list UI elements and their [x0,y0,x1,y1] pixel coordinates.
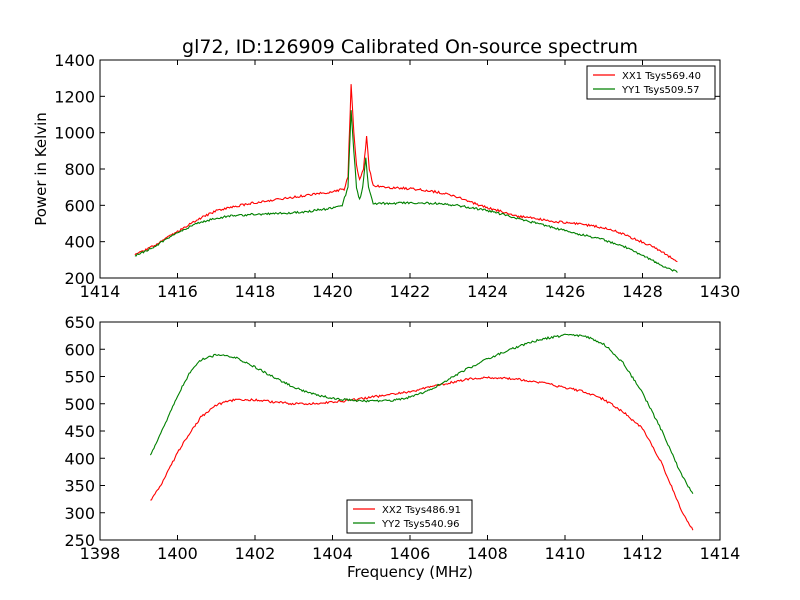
x-tick-label-0-4: 1422 [390,282,431,301]
series-line-0-0 [134,84,678,263]
y-tick-label-1-7: 600 [64,340,95,359]
x-tick-label-0-8: 1430 [700,282,741,301]
legend-label-1-0: XX2 Tsys486.91 [382,505,461,516]
x-tick-label-1-1: 1400 [157,544,198,563]
x-tick-label-0-5: 1424 [467,282,508,301]
x-tick-label-0-6: 1426 [545,282,586,301]
x-tick-label-0-2: 1418 [235,282,276,301]
x-tick-label-0-0: 1414 [80,282,121,301]
x-axis-label: Frequency (MHz) [347,563,473,581]
y-tick-label-1-4: 450 [64,422,95,441]
y-tick-label-0-6: 1400 [54,51,95,70]
x-tick-label-0-1: 1416 [157,282,198,301]
y-tick-label-0-2: 600 [64,196,95,215]
y-tick-label-0-4: 1000 [54,124,95,143]
series-line-1-0 [150,376,694,531]
bottom-spectrum-panel: 1398 1400 1402 1404 1406 1408 1410 1412 1414 250 3… [64,313,740,563]
top-y-axis-label: Power in Kelvin [32,112,50,226]
chart-title: gl72, ID:126909 Calibrated On-source spe… [182,36,638,58]
y-tick-label-0-1: 400 [64,233,95,252]
x-tick-label-1-6: 1410 [545,544,586,563]
x-tick-label-1-5: 1408 [467,544,508,563]
y-tick-label-1-0: 250 [64,531,95,550]
y-tick-label-0-0: 200 [64,269,95,288]
y-tick-label-1-2: 350 [64,477,95,496]
x-tick-label-0-3: 1420 [312,282,353,301]
legend-1: XX2 Tsys486.91 YY2 Tsys540.96 [346,499,473,534]
x-tick-label-1-7: 1412 [622,544,663,563]
x-tick-label-1-8: 1414 [700,544,741,563]
legend-box-0 [586,65,716,100]
legend-label-0-1: YY1 Tsys509.57 [621,85,700,96]
x-tick-label-1-3: 1404 [312,544,353,563]
x-tick-label-1-2: 1402 [235,544,276,563]
y-tick-label-1-6: 550 [64,368,95,387]
y-tick-label-1-3: 400 [64,449,95,468]
legend-0: XX1 Tsys569.40 YY1 Tsys509.57 [586,65,716,100]
legend-box-1 [346,499,473,534]
top-spectrum-panel: 1414 1416 1418 1420 1422 1424 1426 1428 1430 200 4… [54,51,740,301]
y-tick-label-1-8: 650 [64,313,95,332]
x-tick-label-0-7: 1428 [622,282,663,301]
series-line-1-1 [149,333,694,494]
x-tick-label-1-0: 1398 [80,544,121,563]
y-tick-label-1-1: 300 [64,504,95,523]
series-line-0-1 [134,110,678,273]
y-tick-label-1-5: 500 [64,395,95,414]
legend-label-0-0: XX1 Tsys569.40 [622,71,701,82]
y-tick-label-0-3: 800 [64,160,95,179]
x-tick-label-1-4: 1406 [390,544,431,563]
legend-label-1-1: YY2 Tsys540.96 [381,519,460,530]
y-tick-label-0-5: 1200 [54,87,95,106]
